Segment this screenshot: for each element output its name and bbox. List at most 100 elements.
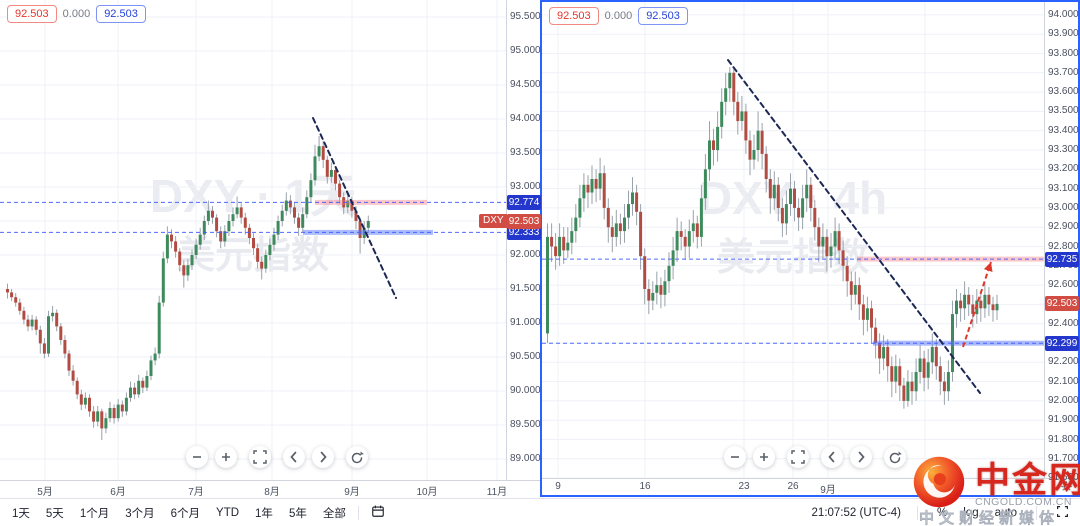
- time-axis-label: 6: [922, 481, 928, 492]
- price-axis-label: 92.400: [1048, 317, 1079, 329]
- time-axis-label: 7月: [188, 487, 204, 498]
- plus-icon: [222, 453, 230, 461]
- range-button-3个月[interactable]: 3个月: [119, 502, 160, 524]
- axis-settings-gear-icon[interactable]: [1060, 480, 1073, 493]
- price-axis-label: 93.800: [1048, 47, 1079, 59]
- range-button-YTD[interactable]: YTD: [210, 504, 245, 522]
- candles: [6, 136, 370, 440]
- maximize-icon: [791, 450, 805, 464]
- price-axis-label: 93.000: [510, 181, 541, 192]
- 4h-sell-price-badge[interactable]: 92.503: [549, 7, 599, 25]
- price-axis-label: 94.000: [1048, 8, 1079, 20]
- minus-icon: [193, 456, 201, 458]
- 4h-time-axis[interactable]: 9 16 23 26 9月 6: [542, 478, 1078, 496]
- range-button-1年[interactable]: 1年: [249, 502, 279, 524]
- footer-toolbar: 1天 5天 1个月 3个月 6个月 YTD 1年 5年 全部 21:07:52 (UTC-4) …: [0, 498, 1080, 526]
- maximize-icon: [253, 450, 267, 464]
- 4h-nav-controls: [724, 446, 906, 468]
- zoom-out-button[interactable]: [186, 446, 208, 468]
- candles: [546, 67, 999, 409]
- time-axis-label: 9: [555, 481, 561, 492]
- time-axis-label: 9月: [820, 485, 836, 496]
- range-button-全部[interactable]: 全部: [317, 502, 352, 524]
- daily-plot-area[interactable]: DXY · 1天 美元指数 92.503 0.000 92.503 DXY: [0, 0, 508, 480]
- price-axis-label: 95.500: [510, 11, 541, 22]
- scroll-right-button[interactable]: [312, 446, 334, 468]
- last-price-badge: 92.503: [1045, 296, 1079, 312]
- 4h-price-chart-canvas[interactable]: [542, 2, 1044, 478]
- zoom-in-button[interactable]: [753, 446, 775, 468]
- time-axis-label: 16: [639, 481, 651, 492]
- fullscreen-button[interactable]: [1053, 503, 1072, 523]
- calendar-button[interactable]: [365, 501, 391, 524]
- reset-view-button[interactable]: [346, 446, 368, 468]
- daily-price-chart-canvas[interactable]: [0, 0, 506, 480]
- time-axis-label: 8月: [264, 487, 280, 498]
- price-axis-label: 92.000: [510, 249, 541, 260]
- trendline: [727, 59, 981, 394]
- 4h-change-value: 0.000: [604, 10, 633, 22]
- plus-icon: [760, 453, 768, 461]
- chevron-left-icon: [290, 451, 297, 463]
- price-axis-label: 93.500: [1048, 105, 1079, 117]
- footer-right-controls: 21:07:52 (UTC-4) % log auto: [812, 503, 1080, 523]
- time-axis-label: 5月: [37, 487, 53, 498]
- 4h-plot-area[interactable]: DXY · 4h 美元指数 92.503 0.000 92.503: [542, 2, 1044, 478]
- price-axis-label: 92.800: [1048, 240, 1079, 252]
- zoom-out-button[interactable]: [724, 446, 746, 468]
- price-axis-label: 93.200: [1048, 163, 1079, 175]
- price-axis-label: 90.500: [510, 351, 541, 362]
- scroll-right-button[interactable]: [850, 446, 872, 468]
- fullscreen-corners-icon: [1057, 505, 1068, 517]
- trendline: [312, 117, 397, 299]
- zoom-in-button[interactable]: [215, 446, 237, 468]
- time-axis-label: 6月: [110, 487, 126, 498]
- price-axis-label: 93.400: [1048, 124, 1079, 136]
- level-price-badge: 92.774: [507, 194, 541, 210]
- chevron-left-icon: [828, 451, 835, 463]
- price-axis-label: 91.900: [1048, 414, 1079, 426]
- range-buttons: 1天 5天 1个月 3个月 6个月 YTD 1年 5年 全部: [0, 502, 352, 524]
- auto-scale-button[interactable]: auto: [992, 505, 1020, 521]
- level-price-badge: 92.299: [1045, 335, 1079, 351]
- daily-buy-price-badge[interactable]: 92.503: [96, 5, 146, 23]
- 4h-quote-legend: 92.503 0.000 92.503: [549, 7, 688, 25]
- daily-time-axis[interactable]: 5月 6月 7月 8月 9月 10月 11月: [0, 480, 540, 498]
- daily-chart-pane: DXY · 1天 美元指数 92.503 0.000 92.503 DXY 95…: [0, 0, 541, 498]
- gridlines: [542, 2, 1044, 478]
- daily-nav-controls: [186, 446, 368, 468]
- price-axis-label: 94.500: [510, 79, 541, 90]
- price-axis-label: 94.000: [510, 113, 541, 124]
- price-axis-label: 92.000: [1048, 394, 1079, 406]
- price-axis-label: 91.500: [510, 283, 541, 294]
- price-axis-label: 93.600: [1048, 86, 1079, 98]
- price-axis-label: 93.500: [510, 147, 541, 158]
- time-axis-label: 23: [738, 481, 750, 492]
- scroll-left-button[interactable]: [821, 446, 843, 468]
- range-button-5天[interactable]: 5天: [40, 502, 70, 524]
- 4h-buy-price-badge[interactable]: 92.503: [638, 7, 688, 25]
- time-axis-label: 26: [787, 481, 799, 492]
- percent-scale-button[interactable]: %: [934, 505, 950, 521]
- projection-arrowhead: [983, 262, 993, 272]
- reset-view-button[interactable]: [884, 446, 906, 468]
- range-button-5年[interactable]: 5年: [283, 502, 313, 524]
- maximize-button[interactable]: [787, 446, 809, 468]
- 4h-price-axis[interactable]: 94.000 93.900 93.800 93.700 93.600 93.500 93.4…: [1044, 2, 1079, 483]
- price-axis-label: 93.700: [1048, 66, 1079, 78]
- scroll-left-button[interactable]: [283, 446, 305, 468]
- daily-sell-price-badge[interactable]: 92.503: [7, 5, 57, 23]
- price-axis-label: 92.100: [1048, 375, 1079, 387]
- maximize-button[interactable]: [249, 446, 271, 468]
- time-axis-label: 9月: [344, 487, 360, 498]
- daily-price-axis[interactable]: 95.500 95.000 94.500 94.000 93.500 93.000 92.0…: [506, 0, 541, 480]
- price-axis-label: 90.000: [510, 385, 541, 396]
- time-axis-label: 11月: [486, 487, 508, 498]
- range-button-6个月[interactable]: 6个月: [165, 502, 206, 524]
- range-button-1个月[interactable]: 1个月: [74, 502, 115, 524]
- log-scale-button[interactable]: log: [960, 505, 981, 521]
- price-axis-label: 91.600: [1048, 472, 1079, 484]
- clock-utc-label[interactable]: 21:07:52 (UTC-4): [811, 506, 902, 519]
- range-button-1天[interactable]: 1天: [6, 502, 36, 524]
